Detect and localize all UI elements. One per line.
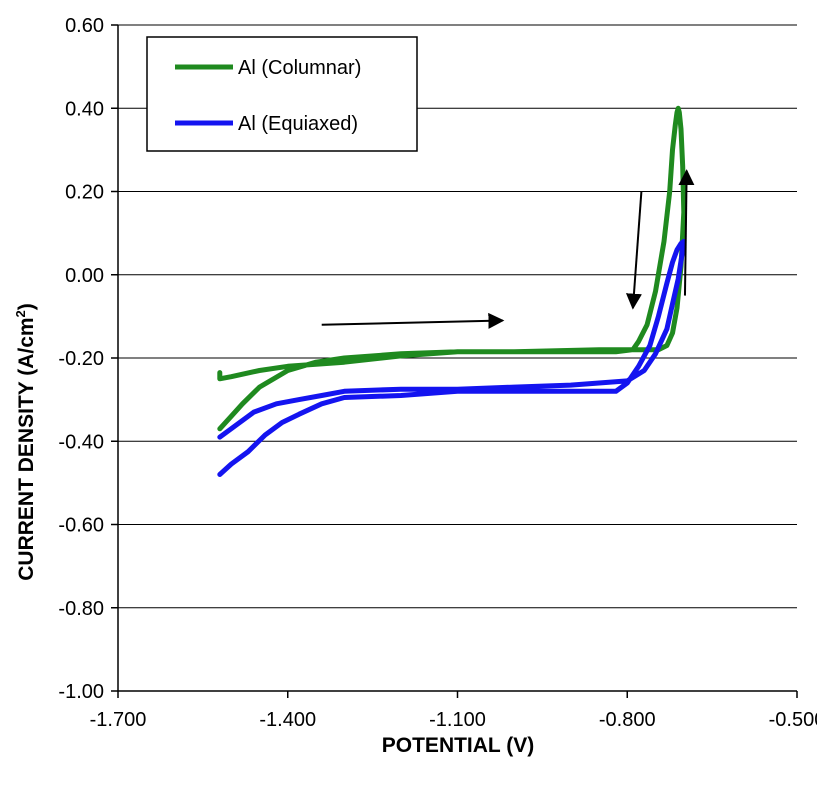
series-lines [217, 105, 687, 477]
y-tick-label: -0.40 [58, 431, 104, 453]
x-tick-label: -1.400 [259, 709, 316, 731]
legend-box [146, 36, 418, 152]
direction-arrow [625, 191, 643, 310]
y-tick-label: -0.60 [58, 515, 104, 537]
y-tick-label: -0.20 [58, 348, 104, 370]
y-tick-label: 0.20 [65, 182, 104, 204]
y-axis-title-main: CURRENT DENSITY (A/cm [15, 317, 38, 580]
annotation-arrows [321, 169, 695, 329]
tick-labels: -1.00 -0.80 -0.60 -0.40 -0.20 0.00 0.20 0.40 0.6… [58, 15, 817, 731]
y-tick-label: -0.80 [58, 598, 104, 620]
x-tick-label: -0.800 [599, 709, 656, 731]
x-tick-label: -1.100 [429, 709, 486, 731]
legend: Al (Columnar) Al (Equiaxed) [146, 36, 418, 152]
y-axis-title: CURRENT DENSITY (A/cm2) [13, 303, 38, 581]
y-tick-label: -1.00 [58, 681, 104, 703]
x-axis-title: POTENTIAL (V) [382, 734, 534, 757]
legend-label-columnar: Al (Columnar) [238, 57, 361, 79]
direction-arrow [678, 169, 695, 296]
y-axis-title-end: ) [15, 303, 38, 310]
series-line-equiaxed [217, 238, 687, 477]
direction-arrow [321, 312, 505, 329]
y-tick-label: 0.60 [65, 15, 104, 37]
legend-label-equiaxed: Al (Equiaxed) [238, 113, 358, 135]
y-axis-title-superscript: 2 [13, 310, 28, 317]
y-tick-label: 0.00 [65, 265, 104, 287]
axes [111, 24, 798, 698]
x-tick-label: -1.700 [90, 709, 147, 731]
y-tick-label: 0.40 [65, 98, 104, 120]
x-tick-label: -0.500 [769, 709, 817, 731]
series-line-columnar [217, 105, 687, 432]
